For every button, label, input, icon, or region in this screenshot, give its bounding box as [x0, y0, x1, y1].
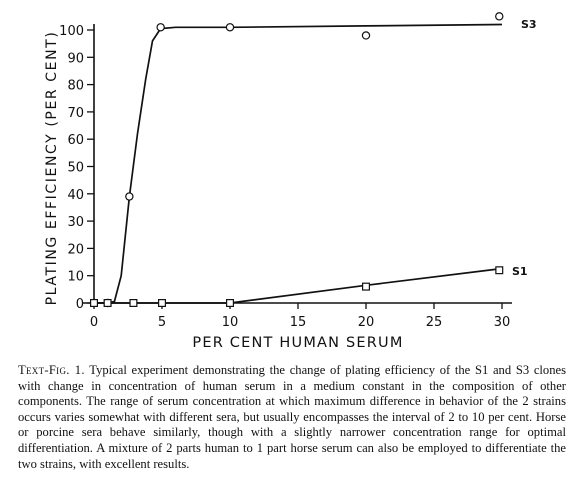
figure-caption: Text-Fig. 1. Typical experiment demonstr… [18, 363, 566, 472]
x-tick-label: 15 [290, 315, 307, 330]
data-point-s1 [89, 299, 98, 308]
series-line-s1 [94, 268, 500, 304]
y-tick-label: 60 [67, 133, 84, 148]
data-point-s1 [158, 299, 167, 308]
y-tick-label: 100 [59, 24, 84, 39]
caption-lead: Text-Fig. 1. [18, 363, 85, 377]
y-tick-label: 70 [67, 106, 84, 121]
chart-axes [82, 24, 512, 304]
chart-ticks: 0 10 20 30 40 50 60 70 80 90 100 0 5 10 15 20 25 30 [59, 24, 510, 330]
y-tick-label: 20 [67, 242, 84, 257]
data-point-s3 [495, 12, 504, 21]
x-axis-label: PER CENT HUMAN SERUM [192, 335, 403, 351]
series-line-s3 [94, 23, 503, 304]
y-tick-label: 80 [67, 79, 84, 94]
x-tick-label: 25 [426, 315, 443, 330]
x-tick-label: 5 [158, 315, 166, 330]
series-label-s3: S3 [521, 18, 537, 31]
y-tick-label: 50 [67, 161, 84, 176]
y-tick-label: 30 [67, 215, 84, 230]
y-tick-label: 0 [76, 297, 84, 312]
data-point-s3 [225, 23, 235, 32]
y-axis-label: PLATING EFFICIENCY (PER CENT) [44, 31, 60, 306]
data-point-s1 [495, 266, 504, 275]
y-tick-label: 40 [67, 188, 84, 203]
series-label-s1: S1 [512, 265, 528, 278]
x-tick-label: 30 [494, 315, 511, 330]
x-tick-label: 0 [90, 315, 98, 330]
chart-markers [89, 12, 504, 308]
y-tick-label: 10 [67, 270, 84, 285]
data-point-s1 [362, 282, 371, 291]
data-point-s3 [361, 31, 371, 40]
x-tick-label: 20 [358, 315, 375, 330]
y-tick-label: 90 [67, 51, 84, 66]
data-point-s1 [226, 299, 235, 308]
data-point-s1 [103, 299, 112, 308]
data-point-s3 [125, 192, 134, 201]
x-tick-label: 10 [222, 315, 239, 330]
data-point-s1 [129, 299, 138, 308]
chart-curves [94, 23, 503, 304]
caption-body: Typical experiment demonstrating the cha… [18, 363, 567, 471]
data-point-s3 [156, 23, 165, 32]
